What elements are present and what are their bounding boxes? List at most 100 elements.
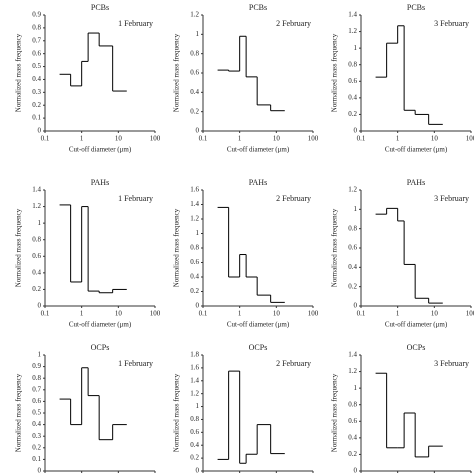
x-axis-label: Cut-off diameter (μm) bbox=[385, 321, 448, 329]
y-tick-label: 0 bbox=[38, 302, 42, 310]
x-tick-label: 0.1 bbox=[199, 135, 208, 143]
x-axis-label: Cut-off diameter (μm) bbox=[385, 146, 448, 154]
y-tick-label: 0.2 bbox=[32, 101, 41, 109]
y-axis-label: Normalized mass frequency bbox=[173, 208, 181, 287]
chart-title: PCBs bbox=[407, 3, 425, 12]
y-tick-label: 0.4 bbox=[32, 420, 41, 428]
x-axis-label: Cut-off diameter (μm) bbox=[69, 321, 132, 329]
y-tick-label: 1.8 bbox=[190, 351, 199, 359]
y-tick-label: 0.7 bbox=[32, 385, 41, 393]
y-tick-label: 0.2 bbox=[190, 287, 199, 295]
y-axis-label: Normalized mass frequency bbox=[331, 208, 339, 287]
y-tick-label: 1.4 bbox=[190, 376, 199, 384]
annotation: 1 February bbox=[118, 359, 153, 368]
y-axis-label: Normalized mass frequency bbox=[173, 33, 181, 112]
chart-title: OCPs bbox=[249, 343, 268, 352]
y-tick-label: 1.2 bbox=[190, 11, 199, 19]
y-tick-label: 1 bbox=[354, 205, 358, 213]
y-tick-label: 1.2 bbox=[32, 202, 41, 210]
y-tick-label: 1.6 bbox=[190, 186, 199, 194]
y-tick-label: 0.5 bbox=[32, 62, 41, 70]
y-tick-label: 0.2 bbox=[32, 443, 41, 451]
y-tick-label: 0.8 bbox=[32, 23, 41, 31]
x-tick-label: 100 bbox=[466, 310, 474, 318]
x-tick-label: 0.1 bbox=[199, 310, 208, 318]
x-tick-label: 1 bbox=[80, 135, 84, 143]
y-tick-label: 1.2 bbox=[190, 389, 199, 397]
y-tick-label: 0.2 bbox=[348, 282, 357, 290]
y-tick-label: 0.4 bbox=[348, 263, 357, 271]
annotation: 2 February bbox=[276, 19, 311, 28]
y-tick-label: 0.4 bbox=[190, 441, 199, 449]
y-tick-label: 0.9 bbox=[32, 11, 41, 19]
chart-title: PAHs bbox=[91, 178, 109, 187]
y-tick-label: 0.4 bbox=[32, 75, 41, 83]
y-tick-label: 0.5 bbox=[32, 409, 41, 417]
y-tick-label: 0.4 bbox=[348, 433, 357, 441]
y-tick-label: 1 bbox=[196, 30, 200, 38]
x-tick-label: 10 bbox=[431, 135, 439, 143]
x-tick-label: 0.1 bbox=[357, 135, 366, 143]
y-tick-label: 0.4 bbox=[348, 93, 357, 101]
x-tick-label: 0.1 bbox=[41, 310, 50, 318]
x-axis-label: Cut-off diameter (μm) bbox=[227, 146, 290, 154]
y-tick-label: 1 bbox=[38, 351, 42, 359]
y-tick-label: 1.6 bbox=[190, 363, 199, 371]
y-tick-label: 0 bbox=[354, 302, 358, 310]
y-axis-label: Normalized mass frequency bbox=[15, 373, 23, 452]
x-tick-label: 1 bbox=[396, 135, 400, 143]
y-tick-label: 0.6 bbox=[348, 77, 357, 85]
x-tick-label: 100 bbox=[150, 310, 161, 318]
y-tick-label: 0 bbox=[354, 127, 358, 135]
annotation: 3 February bbox=[434, 19, 469, 28]
y-tick-label: 0.6 bbox=[32, 397, 41, 405]
x-tick-label: 1 bbox=[396, 310, 400, 318]
y-tick-label: 1.2 bbox=[348, 27, 357, 35]
x-tick-label: 0.1 bbox=[41, 135, 50, 143]
y-tick-label: 1.2 bbox=[348, 367, 357, 375]
x-tick-label: 10 bbox=[115, 310, 123, 318]
chart-title: PCBs bbox=[249, 3, 267, 12]
y-tick-label: 0.4 bbox=[32, 268, 41, 276]
y-tick-label: 0.8 bbox=[32, 235, 41, 243]
x-axis-label: Cut-off diameter (μm) bbox=[227, 321, 290, 329]
y-tick-label: 0.4 bbox=[190, 88, 199, 96]
y-tick-label: 0.6 bbox=[190, 258, 199, 266]
y-tick-label: 0.3 bbox=[32, 432, 41, 440]
y-tick-label: 0.8 bbox=[348, 60, 357, 68]
x-tick-label: 10 bbox=[273, 135, 281, 143]
y-tick-label: 0.2 bbox=[348, 110, 357, 118]
y-tick-label: 0.8 bbox=[32, 374, 41, 382]
y-tick-label: 0.2 bbox=[348, 450, 357, 458]
x-tick-label: 100 bbox=[308, 310, 319, 318]
y-axis-label: Normalized mass frequency bbox=[331, 33, 339, 112]
y-tick-label: 0.3 bbox=[32, 88, 41, 96]
y-axis-label: Normalized mass frequency bbox=[331, 373, 339, 452]
y-tick-label: 1 bbox=[354, 384, 358, 392]
y-tick-label: 0.6 bbox=[190, 428, 199, 436]
x-tick-label: 1 bbox=[238, 310, 242, 318]
annotation: 3 February bbox=[434, 194, 469, 203]
y-tick-label: 1.4 bbox=[190, 200, 199, 208]
y-tick-label: 0.8 bbox=[190, 415, 199, 423]
chart-title: OCPs bbox=[407, 343, 426, 352]
annotation: 2 February bbox=[276, 359, 311, 368]
y-tick-label: 0.2 bbox=[190, 107, 199, 115]
y-tick-label: 0.1 bbox=[32, 455, 41, 463]
x-tick-label: 10 bbox=[115, 135, 123, 143]
y-tick-label: 0 bbox=[38, 127, 42, 135]
y-tick-label: 0 bbox=[354, 467, 358, 474]
y-axis-label: Normalized mass frequency bbox=[15, 208, 23, 287]
y-axis-label: Normalized mass frequency bbox=[15, 33, 23, 112]
y-tick-label: 0 bbox=[196, 302, 200, 310]
y-tick-label: 1 bbox=[196, 229, 200, 237]
y-tick-label: 0.6 bbox=[348, 244, 357, 252]
y-tick-label: 0.6 bbox=[32, 49, 41, 57]
chart-title: OCPs bbox=[91, 343, 110, 352]
x-tick-label: 10 bbox=[431, 310, 439, 318]
y-tick-label: 0 bbox=[196, 127, 200, 135]
y-tick-label: 0.8 bbox=[190, 49, 199, 57]
y-tick-label: 0.8 bbox=[348, 400, 357, 408]
y-tick-label: 1 bbox=[196, 402, 200, 410]
y-tick-label: 0.2 bbox=[190, 454, 199, 462]
